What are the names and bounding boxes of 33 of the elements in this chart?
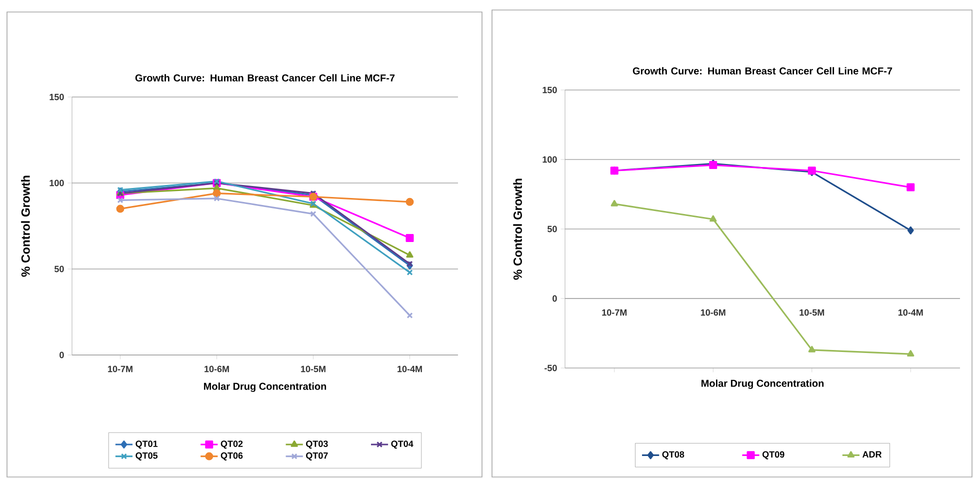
legend-label: QT06 xyxy=(220,452,243,460)
y-axis-title: % Control Growth xyxy=(21,176,30,277)
legend-label: QT08 xyxy=(662,451,684,460)
y-tick-label: -50 xyxy=(544,364,557,372)
x-axis-title: Molar Drug Concentration xyxy=(204,382,326,392)
x-tick-label: 10-5M xyxy=(301,366,326,372)
legend-label: QT05 xyxy=(136,452,158,460)
y-tick-label: 0 xyxy=(60,352,64,358)
y-tick-label: 0 xyxy=(552,295,557,302)
x-tick-label: 10-6M xyxy=(700,309,726,316)
legend-label: QT01 xyxy=(136,440,158,449)
chart-title: Growth Curve: Human Breast Cancer Cell Line MCF-7 xyxy=(135,74,395,82)
x-tick-label: 10-4M xyxy=(898,309,923,316)
y-tick-label: 100 xyxy=(542,156,557,163)
y-axis-title: % Control Growth xyxy=(513,178,522,280)
x-tick-label: 10-6M xyxy=(204,366,229,372)
legend-label: QT02 xyxy=(220,440,243,449)
legend-label: QT09 xyxy=(762,451,784,460)
x-tick-label: 10-5M xyxy=(800,309,824,316)
legend-label: ADR xyxy=(862,451,882,458)
y-tick-label: 100 xyxy=(50,180,64,186)
legend-label: QT03 xyxy=(306,440,328,449)
legend-label: QT07 xyxy=(306,452,328,460)
y-tick-label: 50 xyxy=(547,226,557,232)
y-tick-label: 50 xyxy=(54,266,64,272)
chart-title: Growth Curve: Human Breast Cancer Cell Line MCF-7 xyxy=(632,67,892,74)
x-axis-title: Molar Drug Concentration xyxy=(702,380,824,389)
x-tick-label: 10-7M xyxy=(602,309,627,316)
legend-label: QT04 xyxy=(391,440,414,449)
x-tick-label: 10-7M xyxy=(108,366,132,372)
y-tick-label: 150 xyxy=(50,94,64,100)
y-tick-label: 150 xyxy=(542,86,557,94)
x-tick-label: 10-4M xyxy=(398,366,422,372)
